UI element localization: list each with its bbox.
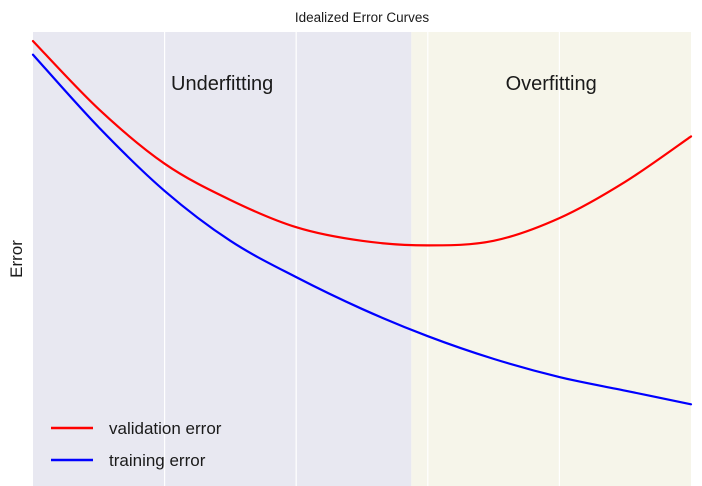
region-labels: Underfitting Overfitting (171, 73, 597, 95)
region-label-overfitting: Overfitting (506, 73, 597, 95)
chart-title: Idealized Error Curves (295, 10, 430, 25)
region-backgrounds (33, 32, 691, 486)
legend-label-training-error: training error (109, 451, 206, 470)
legend: validation error training error (51, 419, 222, 470)
series-lines (31, 39, 693, 406)
series-line-training-error (31, 53, 693, 406)
region-label-underfitting: Underfitting (171, 73, 273, 95)
y-axis-label: Error (7, 240, 26, 278)
region-bg-overfitting (411, 32, 691, 486)
gridlines (164, 32, 561, 486)
legend-label-validation-error: validation error (109, 419, 222, 438)
series-line-validation-error (31, 39, 693, 247)
